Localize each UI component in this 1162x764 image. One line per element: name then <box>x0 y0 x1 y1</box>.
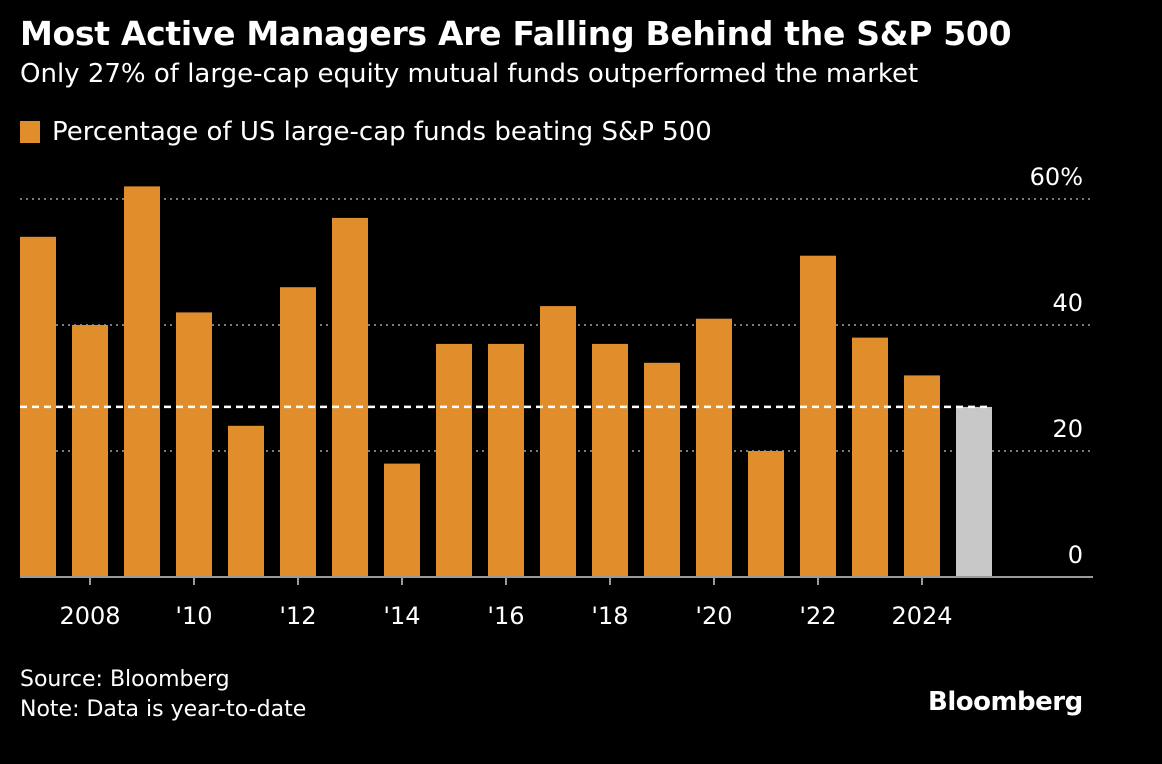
bar-2016 <box>488 343 524 577</box>
bar-2012 <box>280 287 316 577</box>
bar-2023 <box>852 337 888 577</box>
x-tick-label: '10 <box>175 602 212 630</box>
bar-2014 <box>384 463 420 577</box>
chart-title: Most Active Managers Are Falling Behind … <box>20 14 1012 53</box>
bar-2021 <box>748 451 784 577</box>
bar-2018 <box>592 343 628 577</box>
y-tick-label: 60% <box>1030 163 1083 191</box>
bar-2022 <box>800 255 836 577</box>
bar-2020 <box>696 318 732 577</box>
bar-2019 <box>644 362 680 577</box>
x-tick-label: '14 <box>383 602 420 630</box>
source-note: Source: Bloomberg <box>20 667 230 692</box>
chart-subtitle: Only 27% of large-cap equity mutual fund… <box>20 59 919 89</box>
brand-logo: Bloomberg <box>928 687 1083 717</box>
axis-layer: 0 20 40 60% 2008 '10 '12 '14 '16 '18 '20 '22 2024 <box>20 163 1093 630</box>
legend-label: Percentage of US large-cap funds beating… <box>52 117 712 147</box>
x-tick-label: '16 <box>487 602 524 630</box>
bars-layer <box>20 186 992 578</box>
x-tick-label: '18 <box>591 602 628 630</box>
bar-2024 <box>904 375 940 577</box>
y-tick-label: 40 <box>1052 289 1083 317</box>
data-note: Note: Data is year-to-date <box>20 697 307 722</box>
legend: Percentage of US large-cap funds beating… <box>20 117 712 147</box>
legend-swatch <box>20 121 40 143</box>
x-tick-label: '12 <box>279 602 316 630</box>
bar-2015 <box>436 343 472 577</box>
bar-2017 <box>540 306 576 577</box>
bar-2008 <box>72 325 108 577</box>
x-tick-label: '22 <box>799 602 836 630</box>
x-tick-label: 2024 <box>891 602 952 630</box>
bar-2011 <box>228 425 264 577</box>
y-tick-label: 0 <box>1068 541 1083 569</box>
x-tick-label: '20 <box>695 602 732 630</box>
bar-2010 <box>176 312 212 577</box>
y-tick-label: 20 <box>1052 415 1083 443</box>
x-tick-label: 2008 <box>59 602 120 630</box>
bar-2025 <box>956 406 992 577</box>
bar-2009 <box>124 186 160 577</box>
bar-2013 <box>332 217 368 577</box>
